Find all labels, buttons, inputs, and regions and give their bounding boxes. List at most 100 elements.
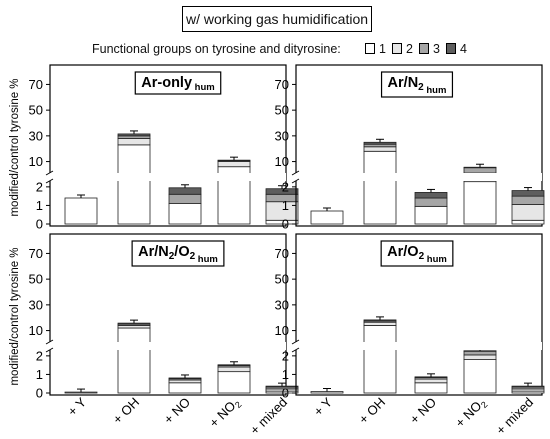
y-tick-label: 2 [282, 348, 289, 363]
legend-text-2: 2 [406, 42, 413, 56]
x-category-label: + OH [356, 395, 388, 427]
bar-segment-oh-group1 [117, 327, 151, 394]
bar-segment-no-group1 [168, 382, 202, 394]
panel-title-subscript: hum [192, 82, 215, 93]
panel-title-part: Ar/N [388, 75, 419, 91]
bar-segment-y-group1 [64, 391, 98, 394]
y-tick-label: 30 [275, 128, 289, 143]
bar-segment-oh-group4 [117, 133, 151, 137]
bar-segment-no2-group4 [463, 350, 497, 352]
y-tick-label: 0 [282, 217, 289, 232]
y-axis-label: modified/control tyrosine % [9, 247, 21, 385]
axis-break-mark [291, 170, 300, 176]
bar-segment-y-group1 [310, 210, 344, 225]
bar-segment-y-group1 [310, 391, 344, 394]
bar-segment-no2-group4 [217, 364, 251, 366]
y-tick-label: 10 [29, 154, 43, 169]
panel-title-box [380, 71, 454, 98]
axis-break-mark [45, 170, 54, 176]
bar-segment-no-group3 [168, 193, 202, 204]
panel-title-part: 2 [418, 82, 424, 93]
bar-segment-no2-group1 [217, 371, 251, 394]
legend-swatch-1 [365, 43, 375, 54]
panel-frame [49, 64, 287, 227]
bar-segment-mixed-group4 [511, 190, 545, 197]
bar-segment-no-group2 [168, 379, 202, 384]
panel-title-subscript: hum [424, 85, 447, 96]
x-category-label: + Y [311, 394, 336, 419]
x-label-subscript: 2 [479, 399, 490, 410]
axis-break-gap [292, 342, 542, 350]
bar-segment-oh-group4 [363, 319, 397, 322]
panel-title: Ar/O2 hum [387, 244, 447, 265]
x-category-label: + NO2 [206, 395, 243, 432]
panel-title: Ar/N2 hum [388, 75, 447, 96]
panel-1: 0 1 2 10 30 50 70 Ar-only hum modified/control t… [9, 64, 299, 232]
y-tick-label: 50 [29, 272, 43, 287]
panel-title-part: 2 [190, 251, 196, 262]
panel-title-box [131, 240, 225, 267]
y-tick-label: 30 [29, 128, 43, 143]
panel-title-box [380, 240, 454, 267]
panel-title: Ar/N2/O2 hum [138, 244, 218, 265]
x-category-label: + mixed [247, 395, 290, 438]
bar-segment-no2-group2 [217, 161, 251, 168]
y-tick-label: 2 [282, 179, 289, 194]
legend-swatch-4 [446, 43, 456, 54]
legend-swatch-3 [419, 43, 429, 54]
panel-frame [49, 233, 287, 396]
x-category-label: + Y [65, 394, 90, 419]
y-axis-label: modified/control tyrosine % [9, 78, 21, 216]
bar-segment-oh-group4 [363, 141, 397, 145]
panel-title-part: Ar/O [387, 244, 418, 260]
panel-frame [295, 64, 543, 227]
axis-break-gap [292, 173, 542, 181]
y-tick-label: 10 [29, 323, 43, 338]
axis-break-mark [45, 178, 54, 184]
y-tick-label: 70 [29, 246, 43, 261]
y-tick-label: 1 [36, 198, 43, 213]
bar-segment-no2-group1 [463, 359, 497, 394]
panel-title-subscript: hum [195, 254, 218, 265]
x-category-label: + mixed [493, 395, 536, 438]
bar-segment-no-group1 [414, 382, 448, 394]
bar-segment-no-group3 [414, 197, 448, 207]
panel-title: Ar-only hum [141, 75, 214, 93]
y-tick-label: 70 [275, 77, 289, 92]
panel-title-part: 2 [419, 251, 425, 262]
panel-title-part: /O [174, 244, 189, 260]
bar-segment-no-group1 [414, 205, 448, 225]
axis-break-gap [46, 173, 286, 181]
legend-text-1: 1 [379, 42, 386, 56]
bar-segment-no2-group4 [217, 159, 251, 162]
bar-segment-no2-group2 [217, 366, 251, 373]
y-tick-label: 30 [29, 297, 43, 312]
panel-frame [295, 233, 543, 396]
axis-break-mark [291, 347, 300, 353]
y-tick-label: 10 [275, 154, 289, 169]
y-tick-label: 50 [275, 103, 289, 118]
bar-segment-oh-group2 [363, 146, 397, 152]
bar-segment-oh-group2 [363, 321, 397, 326]
y-tick-label: 0 [36, 386, 43, 401]
panel-title-part: Ar-only [141, 75, 192, 91]
legend-text-4: 4 [460, 42, 467, 56]
legend: Functional groups on tyrosine and dityro… [0, 38, 550, 60]
y-tick-label: 50 [29, 103, 43, 118]
y-tick-label: 30 [275, 297, 289, 312]
axis-break-mark [45, 339, 54, 345]
x-category-label: + NO [407, 395, 439, 427]
bar-segment-oh-group1 [363, 325, 397, 394]
axis-break-mark [45, 347, 54, 353]
bar-segment-no-group4 [168, 377, 202, 380]
bar-segment-oh-group1 [117, 144, 151, 225]
bar-segment-no-group4 [168, 187, 202, 195]
panel-title-part: 2 [169, 251, 175, 262]
axis-break-gap [46, 342, 286, 350]
y-tick-label: 70 [275, 246, 289, 261]
bar-segment-mixed-group4 [511, 385, 545, 388]
legend-text-3: 3 [433, 42, 440, 56]
